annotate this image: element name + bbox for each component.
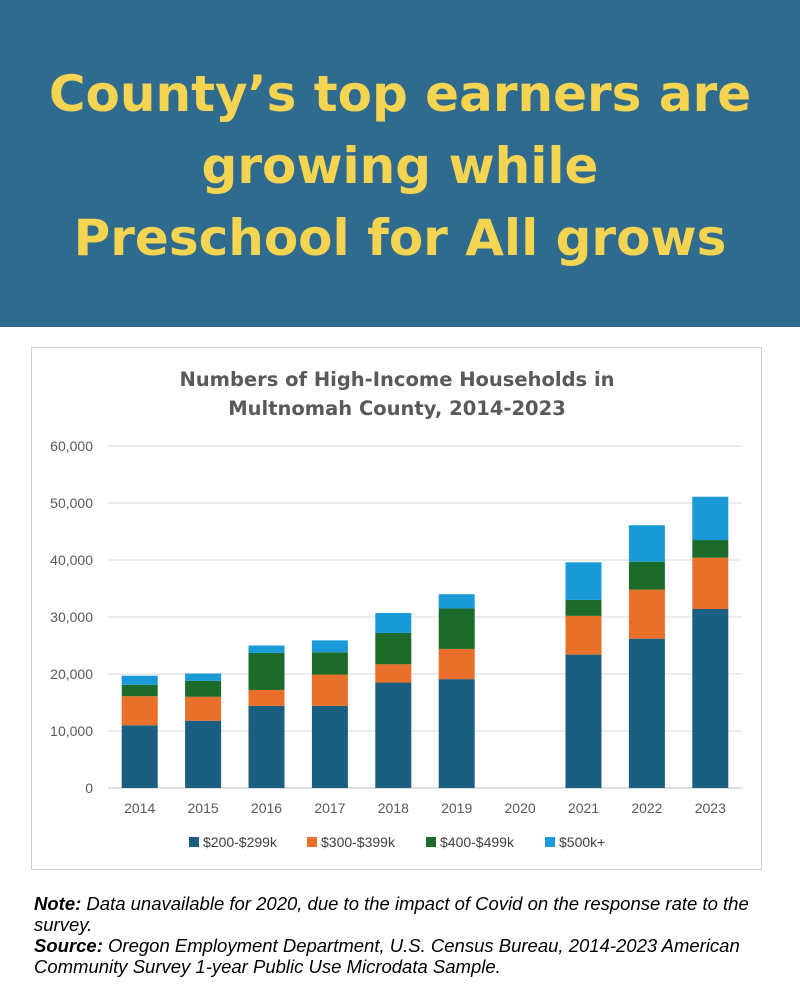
x-tick-label: 2014 [124, 800, 155, 816]
bar-segment [565, 562, 602, 600]
source-line: Source: Oregon Employment Department, U.… [34, 935, 774, 977]
y-tick-label: 40,000 [50, 552, 93, 568]
bar-segment [628, 589, 665, 639]
bar-segment [692, 609, 729, 788]
bar-segment [121, 696, 158, 726]
source-text: Oregon Employment Department, U.S. Censu… [34, 935, 740, 977]
legend-label: $500k+ [559, 834, 605, 850]
banner-title-line-1: County’s top earners are [48, 65, 752, 123]
footnote: Note: Data unavailable for 2020, due to … [34, 893, 774, 977]
chart-frame [31, 347, 762, 870]
bar-segment [565, 654, 602, 788]
bar-segment [692, 557, 729, 610]
y-tick-label: 30,000 [50, 609, 93, 625]
bar-segment [628, 561, 665, 590]
bar-segment [121, 684, 158, 697]
x-tick-label: 2022 [631, 800, 662, 816]
banner-title: County’s top earners are growing while P… [0, 58, 800, 274]
legend-swatch [307, 837, 317, 847]
source-label: Source: [34, 935, 103, 956]
note-label: Note: [34, 893, 82, 914]
legend-swatch [426, 837, 436, 847]
y-tick-label: 20,000 [50, 666, 93, 682]
bar-segment [438, 648, 475, 680]
x-tick-label: 2019 [441, 800, 472, 816]
bar-segment [628, 638, 665, 788]
bar-segment [375, 682, 412, 788]
note-line: Note: Data unavailable for 2020, due to … [34, 893, 774, 935]
bar-segment [248, 652, 285, 690]
bar-segment [438, 608, 475, 649]
x-tick-label: 2023 [695, 800, 726, 816]
banner-title-line-3: Preschool for All grows [73, 209, 727, 267]
y-tick-label: 10,000 [50, 723, 93, 739]
x-tick-label: 2016 [251, 800, 282, 816]
bar-segment [375, 613, 412, 633]
bar-segment [185, 680, 222, 697]
bar-segment [311, 674, 348, 706]
y-tick-label: 50,000 [50, 495, 93, 511]
bar-segment [438, 594, 475, 609]
title-banner: County’s top earners are growing while P… [0, 0, 800, 327]
chart-title-line-2: Multnomah County, 2014-2023 [228, 397, 566, 420]
legend-swatch [545, 837, 555, 847]
bar-segment [121, 675, 158, 685]
x-tick-label: 2020 [505, 800, 536, 816]
bar-segment [692, 540, 729, 558]
bar-segment [248, 705, 285, 788]
bar-segment [628, 525, 665, 562]
bar-segment [311, 652, 348, 675]
bar-segment [692, 496, 729, 541]
legend-swatch [189, 837, 199, 847]
bar-segment [185, 720, 222, 788]
x-tick-label: 2015 [188, 800, 219, 816]
x-tick-label: 2021 [568, 800, 599, 816]
banner-title-line-2: growing while [201, 137, 599, 195]
y-tick-label: 0 [85, 780, 93, 796]
bar-segment [375, 632, 412, 665]
bar-segment [438, 679, 475, 788]
bar-segment [185, 696, 222, 721]
bar-segment [565, 599, 602, 616]
note-text: Data unavailable for 2020, due to the im… [34, 893, 749, 935]
bar-segment [248, 645, 285, 653]
x-tick-label: 2018 [378, 800, 409, 816]
bar-segment [311, 705, 348, 788]
bar-segment [248, 689, 285, 706]
bar-segment [565, 615, 602, 655]
bar-segment [185, 673, 222, 681]
legend-label: $200-$299k [203, 834, 278, 850]
bar-segment [311, 640, 348, 653]
y-tick-label: 60,000 [50, 438, 93, 454]
chart-title-line-1: Numbers of High-Income Households in [179, 368, 614, 391]
legend-label: $400-$499k [440, 834, 515, 850]
bar-segment [375, 664, 412, 683]
x-tick-label: 2017 [314, 800, 345, 816]
legend-label: $300-$399k [321, 834, 396, 850]
bar-segment [121, 725, 158, 788]
